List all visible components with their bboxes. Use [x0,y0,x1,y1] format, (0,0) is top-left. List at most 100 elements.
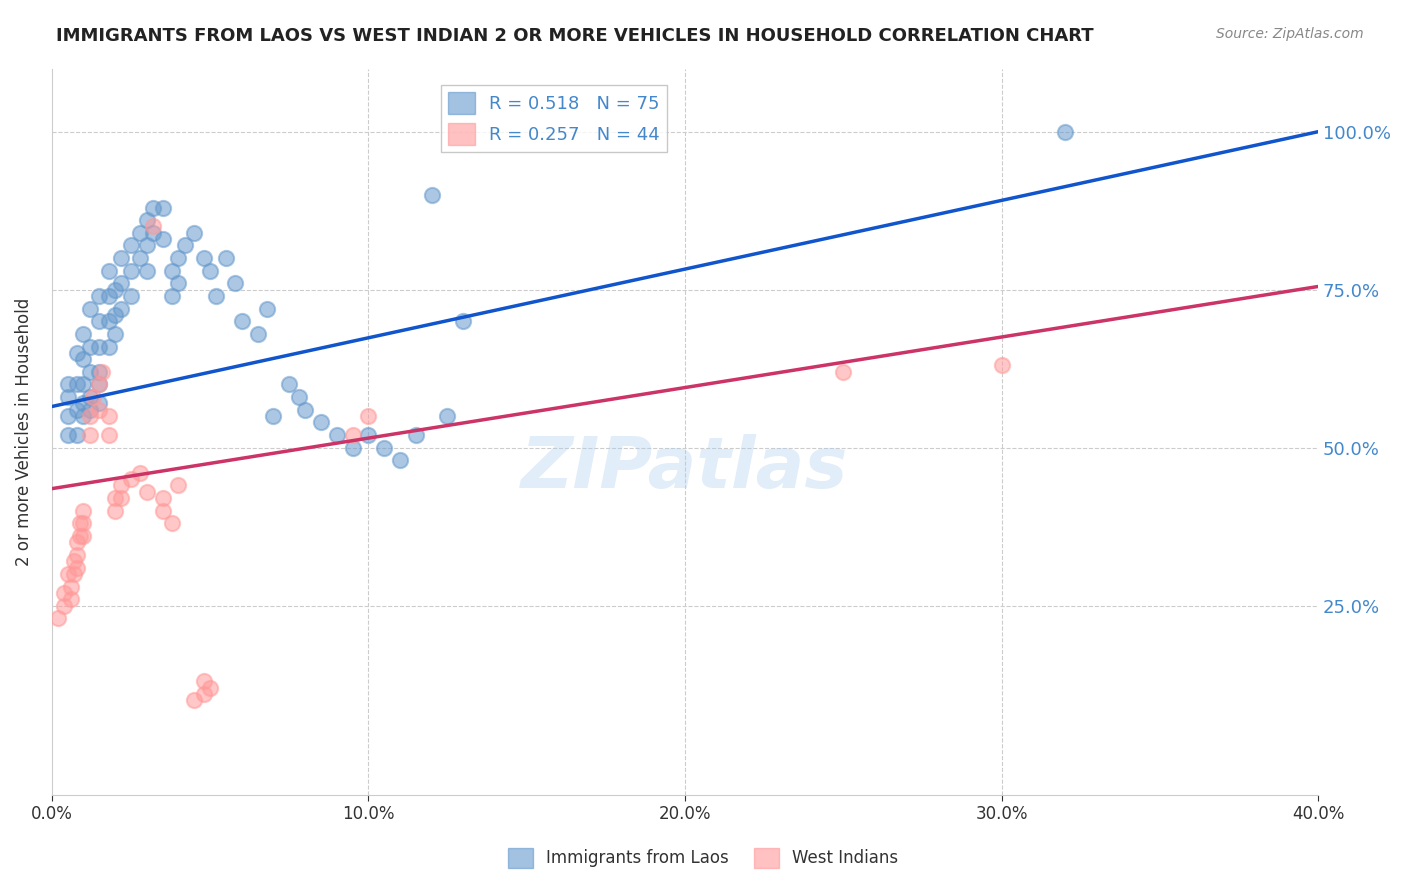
Point [97,314,120,328]
Point [120,263,142,277]
Point [167,478,190,492]
Point [278,377,301,392]
Point [79,390,101,404]
Point [167,251,190,265]
Point [160,289,183,303]
Point [66,560,89,574]
Point [66,535,89,549]
Point [56,428,79,442]
Point [173,238,195,252]
Point [89,402,111,417]
Point [63,566,86,581]
Point [1053,125,1076,139]
Point [193,251,215,265]
Text: ZIPatlas: ZIPatlas [522,434,849,502]
Point [104,326,127,341]
Point [66,346,89,360]
Point [89,396,111,410]
Point [66,402,89,417]
Point [388,453,411,467]
Point [97,339,120,353]
Point [53,586,76,600]
Point [129,226,152,240]
Point [262,409,284,423]
Point [405,428,427,442]
Point [436,409,458,423]
Point [97,428,120,442]
Point [832,365,855,379]
Point [287,390,309,404]
Point [66,377,89,392]
Point [104,504,127,518]
Point [53,599,76,613]
Point [56,409,79,423]
Legend: R = 0.518   N = 75, R = 0.257   N = 44: R = 0.518 N = 75, R = 0.257 N = 44 [440,85,668,153]
Point [89,365,111,379]
Point [72,516,94,531]
Point [167,277,190,291]
Point [104,491,127,505]
Point [135,263,157,277]
Point [72,504,94,518]
Point [246,326,269,341]
Point [224,277,246,291]
Point [56,377,79,392]
Point [110,277,132,291]
Point [59,580,82,594]
Point [256,301,278,316]
Point [79,365,101,379]
Point [97,289,120,303]
Point [420,187,443,202]
Point [46,611,69,625]
Point [89,314,111,328]
Point [357,409,380,423]
Point [309,415,332,429]
Point [91,365,114,379]
Point [72,377,94,392]
Point [142,201,165,215]
Point [198,263,221,277]
Point [110,478,132,492]
Point [142,219,165,234]
Point [120,289,142,303]
Point [79,339,101,353]
Point [63,554,86,568]
Point [72,352,94,367]
Point [104,308,127,322]
Point [56,390,79,404]
Point [183,226,205,240]
Point [56,566,79,581]
Point [120,472,142,486]
Point [294,402,316,417]
Point [198,681,221,695]
Point [110,301,132,316]
Point [79,301,101,316]
Point [152,201,174,215]
Point [66,428,89,442]
Y-axis label: 2 or more Vehicles in Household: 2 or more Vehicles in Household [15,298,32,566]
Point [135,238,157,252]
Point [89,339,111,353]
Point [120,238,142,252]
Point [152,491,174,505]
Point [193,687,215,701]
Point [59,592,82,607]
Point [110,251,132,265]
Point [325,428,347,442]
Point [82,390,104,404]
Point [129,251,152,265]
Point [79,428,101,442]
Point [89,289,111,303]
Point [66,548,89,562]
Point [135,213,157,227]
Point [89,377,111,392]
Point [79,409,101,423]
Point [72,409,94,423]
Point [110,491,132,505]
Point [342,428,364,442]
Point [152,232,174,246]
Point [69,529,91,543]
Point [135,484,157,499]
Point [231,314,253,328]
Point [373,441,395,455]
